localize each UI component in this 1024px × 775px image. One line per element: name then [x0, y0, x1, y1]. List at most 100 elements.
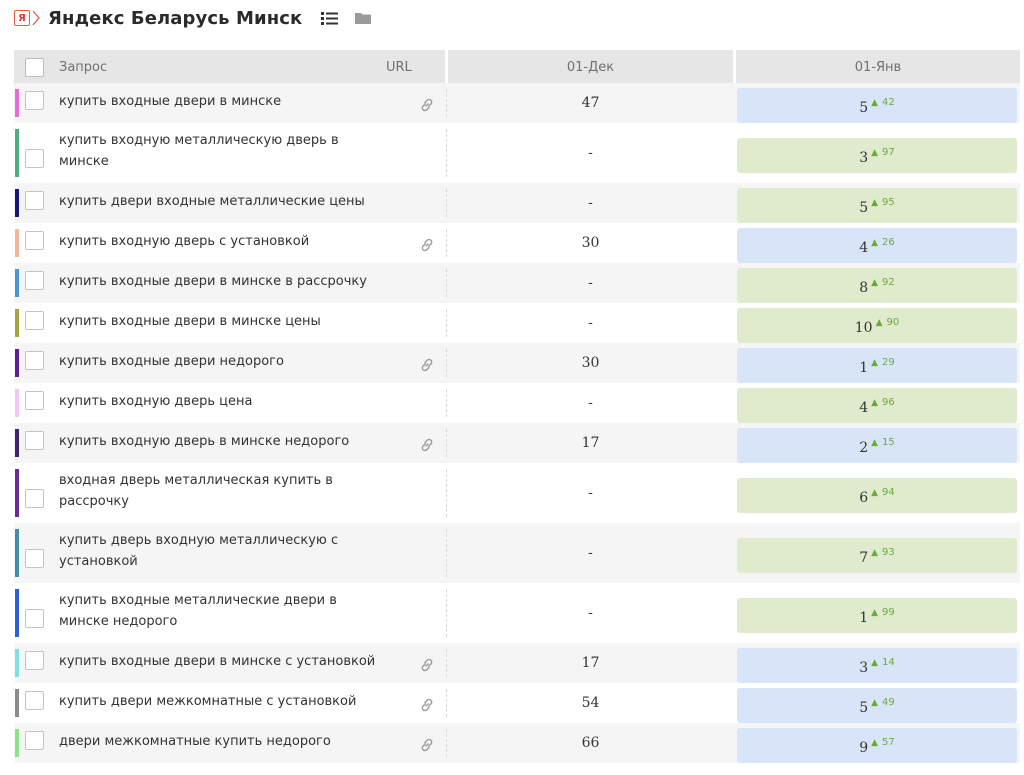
date2-position-cell[interactable]: 4 ▲ 96: [737, 387, 1017, 423]
row-checkbox[interactable]: [25, 311, 44, 330]
row-checkbox[interactable]: [25, 91, 44, 110]
row-query[interactable]: купить входные двери в минске: [59, 94, 282, 109]
column-divider: [446, 309, 447, 337]
date2-position: 6: [859, 490, 869, 506]
row-color-marker: [15, 309, 19, 337]
row-query[interactable]: купить входную дверь в минске недорого: [59, 434, 350, 449]
row-checkbox[interactable]: [25, 651, 44, 670]
table-row[interactable]: купить входную дверь с установкой 30 4 ▲ 26: [14, 223, 1020, 263]
row-color-marker: [15, 389, 19, 417]
column-divider: [446, 349, 447, 377]
date2-position-content: 4 ▲ 26: [737, 228, 1017, 263]
date2-position-cell[interactable]: 10 ▲ 90: [737, 307, 1017, 343]
table-row[interactable]: купить входную дверь цена - 4 ▲ 96: [14, 383, 1020, 423]
row-query[interactable]: купить двери межкомнатные с установкой: [59, 694, 357, 709]
triangle-up-icon: ▲: [871, 198, 879, 208]
row-query[interactable]: купить входные двери в минске цены: [59, 314, 321, 329]
header-query-label[interactable]: Запрос: [59, 60, 108, 75]
row-checkbox[interactable]: [25, 149, 44, 168]
triangle-up-icon: ▲: [871, 738, 879, 748]
row-query[interactable]: купить входные двери в минске в рассрочк…: [59, 274, 367, 289]
header-date1-label[interactable]: 01-Дек: [566, 60, 615, 75]
date2-position-cell[interactable]: 5 ▲ 95: [737, 187, 1017, 223]
date2-position-cell[interactable]: 4 ▲ 26: [737, 227, 1017, 263]
row-query[interactable]: купить входную дверь цена: [59, 394, 253, 409]
link-icon[interactable]: [418, 656, 436, 674]
date2-position-cell[interactable]: 6 ▲ 94: [737, 477, 1017, 513]
link-icon[interactable]: [418, 96, 436, 114]
table-row[interactable]: купить входные металлические двери в мин…: [14, 583, 1020, 643]
position-delta: 29: [882, 356, 895, 368]
row-checkbox[interactable]: [25, 609, 44, 628]
link-icon[interactable]: [418, 436, 436, 454]
row-color-marker: [15, 429, 19, 457]
row-query[interactable]: двери межкомнатные купить недорого: [59, 734, 331, 749]
row-query[interactable]: купить входную дверь с установкой: [59, 234, 310, 249]
folder-icon[interactable]: [354, 11, 372, 25]
table-row[interactable]: входная дверь металлическая купить в рас…: [14, 463, 1020, 523]
position-delta: 49: [882, 696, 895, 708]
table-row[interactable]: купить входные двери в минске с установк…: [14, 643, 1020, 683]
row-query[interactable]: входная дверь металлическая купить в рас…: [59, 473, 333, 509]
row-checkbox[interactable]: [25, 191, 44, 210]
column-divider: [446, 269, 447, 297]
link-icon[interactable]: [418, 696, 436, 714]
date2-position-cell[interactable]: 3 ▲ 97: [737, 137, 1017, 173]
date2-position-cell[interactable]: 1 ▲ 29: [737, 347, 1017, 383]
position-delta: 99: [882, 606, 895, 618]
date2-position-cell[interactable]: 7 ▲ 93: [737, 537, 1017, 573]
row-checkbox[interactable]: [25, 549, 44, 568]
date2-position-content: 7 ▲ 93: [737, 538, 1017, 573]
row-query[interactable]: купить входные двери в минске с установк…: [59, 654, 376, 669]
row-checkbox[interactable]: [25, 231, 44, 250]
date2-position: 9: [859, 740, 869, 756]
table-row[interactable]: купить входную металлическую дверь в мин…: [14, 123, 1020, 183]
table-row[interactable]: купить входные двери в минске цены - 10 ▲ 90: [14, 303, 1020, 343]
date2-position-cell[interactable]: 8 ▲ 92: [737, 267, 1017, 303]
column-divider: [446, 189, 447, 217]
header-date2-label[interactable]: 01-Янв: [854, 60, 902, 75]
row-checkbox[interactable]: [25, 431, 44, 450]
select-all-checkbox[interactable]: [25, 58, 44, 77]
date2-position-cell[interactable]: 5 ▲ 49: [737, 687, 1017, 723]
row-query[interactable]: купить дверь входную металлическую с уст…: [59, 533, 339, 569]
position-delta: 14: [882, 656, 895, 668]
date2-position-cell[interactable]: 3 ▲ 14: [737, 647, 1017, 683]
triangle-up-icon: ▲: [871, 548, 879, 558]
table-row[interactable]: двери межкомнатные купить недорого 66 9 ▲ 57: [14, 723, 1020, 763]
column-divider: [446, 429, 447, 457]
table-row[interactable]: купить двери межкомнатные с установкой 5 4…: [14, 683, 1020, 723]
date2-position-cell[interactable]: 5 ▲ 42: [737, 87, 1017, 123]
row-checkbox[interactable]: [25, 271, 44, 290]
position-delta: 96: [882, 396, 895, 408]
link-icon[interactable]: [418, 356, 436, 374]
table-row[interactable]: купить дверь входную металлическую с уст…: [14, 523, 1020, 583]
row-query[interactable]: купить входную металлическую дверь в мин…: [59, 133, 339, 169]
date2-position: 5: [859, 200, 869, 216]
link-icon[interactable]: [418, 736, 436, 754]
date2-position-cell[interactable]: 1 ▲ 99: [737, 597, 1017, 633]
row-query[interactable]: купить входные двери недорого: [59, 354, 284, 369]
table-header: Запрос URL 01-Дек 01-Янв: [14, 50, 1020, 83]
row-checkbox[interactable]: [25, 489, 44, 508]
chevron-right-icon: [32, 10, 40, 26]
row-query[interactable]: купить двери входные металлические цены: [59, 194, 365, 209]
table-row[interactable]: купить входные двери недорого 30 1 ▲ 29: [14, 343, 1020, 383]
row-query[interactable]: купить входные металлические двери в мин…: [59, 593, 337, 629]
row-checkbox[interactable]: [25, 351, 44, 370]
table-row[interactable]: купить входные двери в минске в рассрочк…: [14, 263, 1020, 303]
date2-position: 5: [859, 700, 869, 716]
table-row[interactable]: купить входные двери в минске 47 5 ▲ 42: [14, 83, 1020, 123]
row-checkbox[interactable]: [25, 731, 44, 750]
date2-position-cell[interactable]: 2 ▲ 15: [737, 427, 1017, 463]
table-row[interactable]: купить двери входные металлические цены -…: [14, 183, 1020, 223]
date2-position-cell[interactable]: 9 ▲ 57: [737, 727, 1017, 763]
header-url-label[interactable]: URL: [386, 60, 412, 75]
date1-position: -: [588, 485, 593, 501]
list-icon[interactable]: [320, 10, 340, 26]
table-row[interactable]: купить входную дверь в минске недорого 17…: [14, 423, 1020, 463]
row-color-marker: [15, 189, 19, 217]
link-icon[interactable]: [418, 236, 436, 254]
row-checkbox[interactable]: [25, 691, 44, 710]
row-checkbox[interactable]: [25, 391, 44, 410]
